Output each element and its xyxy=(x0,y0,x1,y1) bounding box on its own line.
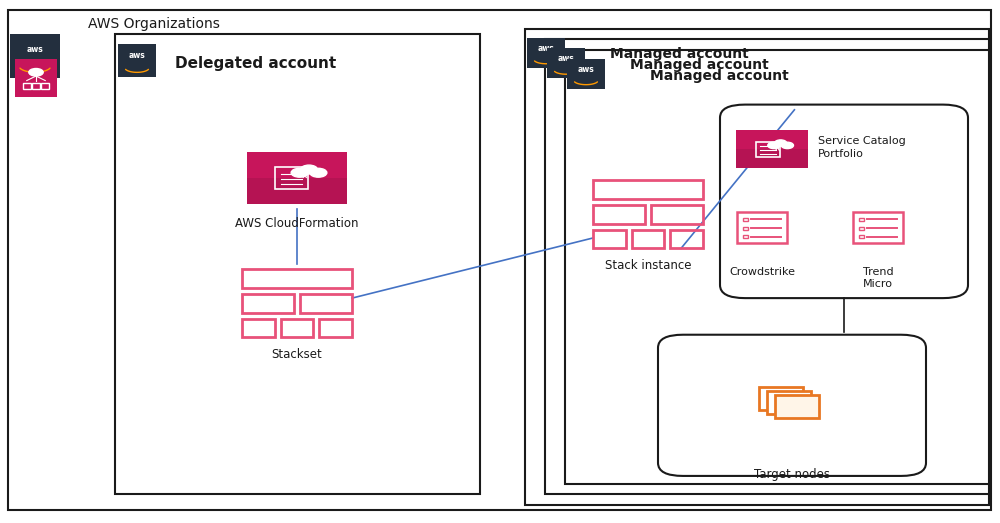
Bar xyxy=(242,319,275,337)
Text: Managed account: Managed account xyxy=(650,69,789,83)
Bar xyxy=(767,391,811,414)
Text: Stack instance: Stack instance xyxy=(605,259,691,272)
Bar xyxy=(859,235,864,238)
Bar xyxy=(756,142,780,157)
Bar xyxy=(527,38,565,68)
Circle shape xyxy=(310,168,327,177)
Bar xyxy=(759,387,803,410)
Text: Managed account: Managed account xyxy=(610,48,749,61)
Text: Trend
Micro: Trend Micro xyxy=(863,267,893,289)
Bar xyxy=(859,218,864,221)
Bar xyxy=(593,180,703,199)
Text: aws: aws xyxy=(538,44,554,53)
Bar xyxy=(242,269,352,288)
Bar xyxy=(670,230,703,248)
Bar xyxy=(737,212,787,243)
Bar xyxy=(275,167,308,189)
Circle shape xyxy=(291,168,308,177)
Text: Crowdstrike: Crowdstrike xyxy=(729,267,795,277)
Bar xyxy=(775,394,819,417)
Bar xyxy=(853,212,903,243)
Bar xyxy=(593,205,645,224)
Bar xyxy=(41,83,49,89)
Circle shape xyxy=(781,142,793,149)
Bar xyxy=(10,34,60,78)
Circle shape xyxy=(768,142,780,149)
Bar xyxy=(593,230,626,248)
Bar xyxy=(118,44,156,77)
Bar xyxy=(525,29,989,505)
Text: aws: aws xyxy=(27,45,43,54)
Bar xyxy=(23,83,31,89)
FancyBboxPatch shape xyxy=(658,335,926,476)
Text: Managed account: Managed account xyxy=(630,59,769,72)
Text: aws: aws xyxy=(578,65,594,74)
Bar xyxy=(736,130,808,168)
Bar xyxy=(281,319,313,337)
Bar xyxy=(743,227,748,230)
Circle shape xyxy=(300,165,318,174)
Text: Service Catalog
Portfolio: Service Catalog Portfolio xyxy=(818,136,906,159)
Bar xyxy=(300,294,352,313)
Text: aws: aws xyxy=(558,54,574,63)
Bar xyxy=(15,59,57,97)
Bar xyxy=(651,205,703,224)
Bar xyxy=(299,171,319,173)
Bar xyxy=(242,294,294,313)
Circle shape xyxy=(775,140,787,146)
Text: Stackset: Stackset xyxy=(272,348,322,361)
FancyBboxPatch shape xyxy=(720,105,968,298)
Text: Target nodes: Target nodes xyxy=(754,468,830,481)
Circle shape xyxy=(29,69,43,76)
Bar xyxy=(547,48,585,78)
Bar xyxy=(565,50,989,484)
Bar xyxy=(743,235,748,238)
Bar xyxy=(632,230,664,248)
Text: aws: aws xyxy=(129,51,145,60)
Bar xyxy=(545,39,989,494)
Bar xyxy=(319,319,352,337)
Bar xyxy=(736,149,808,168)
Bar xyxy=(743,218,748,221)
Bar xyxy=(247,152,347,204)
Bar xyxy=(115,34,480,494)
Text: AWS Organizations: AWS Organizations xyxy=(88,17,220,30)
Text: Delegated account: Delegated account xyxy=(175,56,336,71)
Bar xyxy=(247,178,347,204)
Bar xyxy=(859,227,864,230)
Text: AWS CloudFormation: AWS CloudFormation xyxy=(235,217,359,230)
Bar xyxy=(32,83,40,89)
Bar xyxy=(773,144,788,146)
Bar xyxy=(567,59,605,89)
